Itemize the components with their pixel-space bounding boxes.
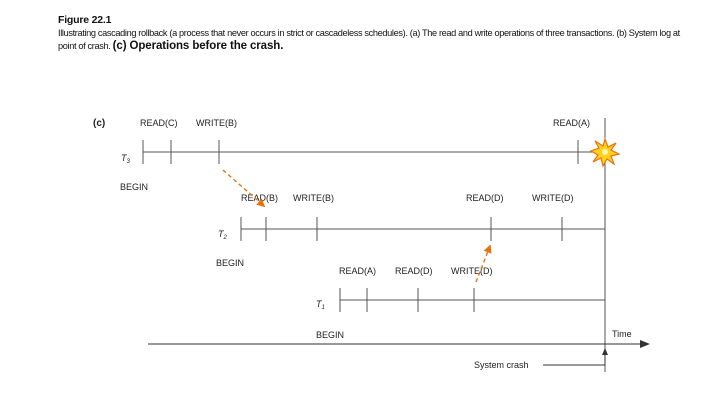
t2-begin-label: BEGIN — [216, 258, 244, 268]
dependency-arrow-t1-to-t2 — [475, 244, 492, 283]
t1-begin-label: BEGIN — [316, 330, 344, 340]
t1-label: T1 — [316, 299, 325, 311]
time-axis: Time — [148, 329, 650, 348]
system-crash-label: System crash — [474, 360, 529, 370]
caption-text: Illustrating cascading rollback (a proce… — [58, 28, 680, 51]
dependency-arrow-t3-to-t2 — [222, 169, 266, 208]
t3-op-read-a: READ(A) — [553, 118, 590, 128]
figure-description: Illustrating cascading rollback (a proce… — [58, 27, 688, 52]
t3-op-read-c: READ(C) — [140, 118, 178, 128]
caption-bold-text: (c) Operations before the crash. — [112, 39, 284, 52]
t2-op-read-b: READ(B) — [241, 193, 278, 203]
t1-op-read-a: READ(A) — [339, 266, 376, 276]
time-axis-arrowhead — [640, 340, 650, 348]
system-crash-pointer: System crash — [474, 348, 608, 370]
t2-op-read-d: READ(D) — [466, 193, 504, 203]
t3-op-write-b: WRITE(B) — [196, 118, 237, 128]
t3-begin-label: BEGIN — [120, 182, 148, 192]
figure-caption: Figure 22.1 Illustrating cascading rollb… — [58, 14, 688, 52]
t3-label: T3 — [121, 153, 131, 165]
t1-op-read-d: READ(D) — [395, 266, 433, 276]
t2-op-write-d: WRITE(D) — [532, 193, 574, 203]
t2-timeline: T2 BEGIN READ(B) WRITE(B) READ(D) WRITE(… — [216, 193, 605, 268]
time-axis-label: Time — [612, 329, 632, 339]
t1-timeline: T1 BEGIN READ(A) READ(D) WRITE(D) — [316, 266, 605, 340]
t1-op-write-d: WRITE(D) — [451, 266, 493, 276]
crash-burst-icon — [589, 137, 621, 168]
panel-label: (c) — [93, 118, 105, 129]
crash-pointer-arrowhead — [602, 348, 608, 355]
t2-label: T2 — [218, 229, 228, 241]
t3-timeline: T3 BEGIN READ(C) WRITE(B) READ(A) — [120, 118, 605, 192]
t2-op-write-b: WRITE(B) — [293, 193, 334, 203]
figure-number: Figure 22.1 — [58, 14, 112, 26]
